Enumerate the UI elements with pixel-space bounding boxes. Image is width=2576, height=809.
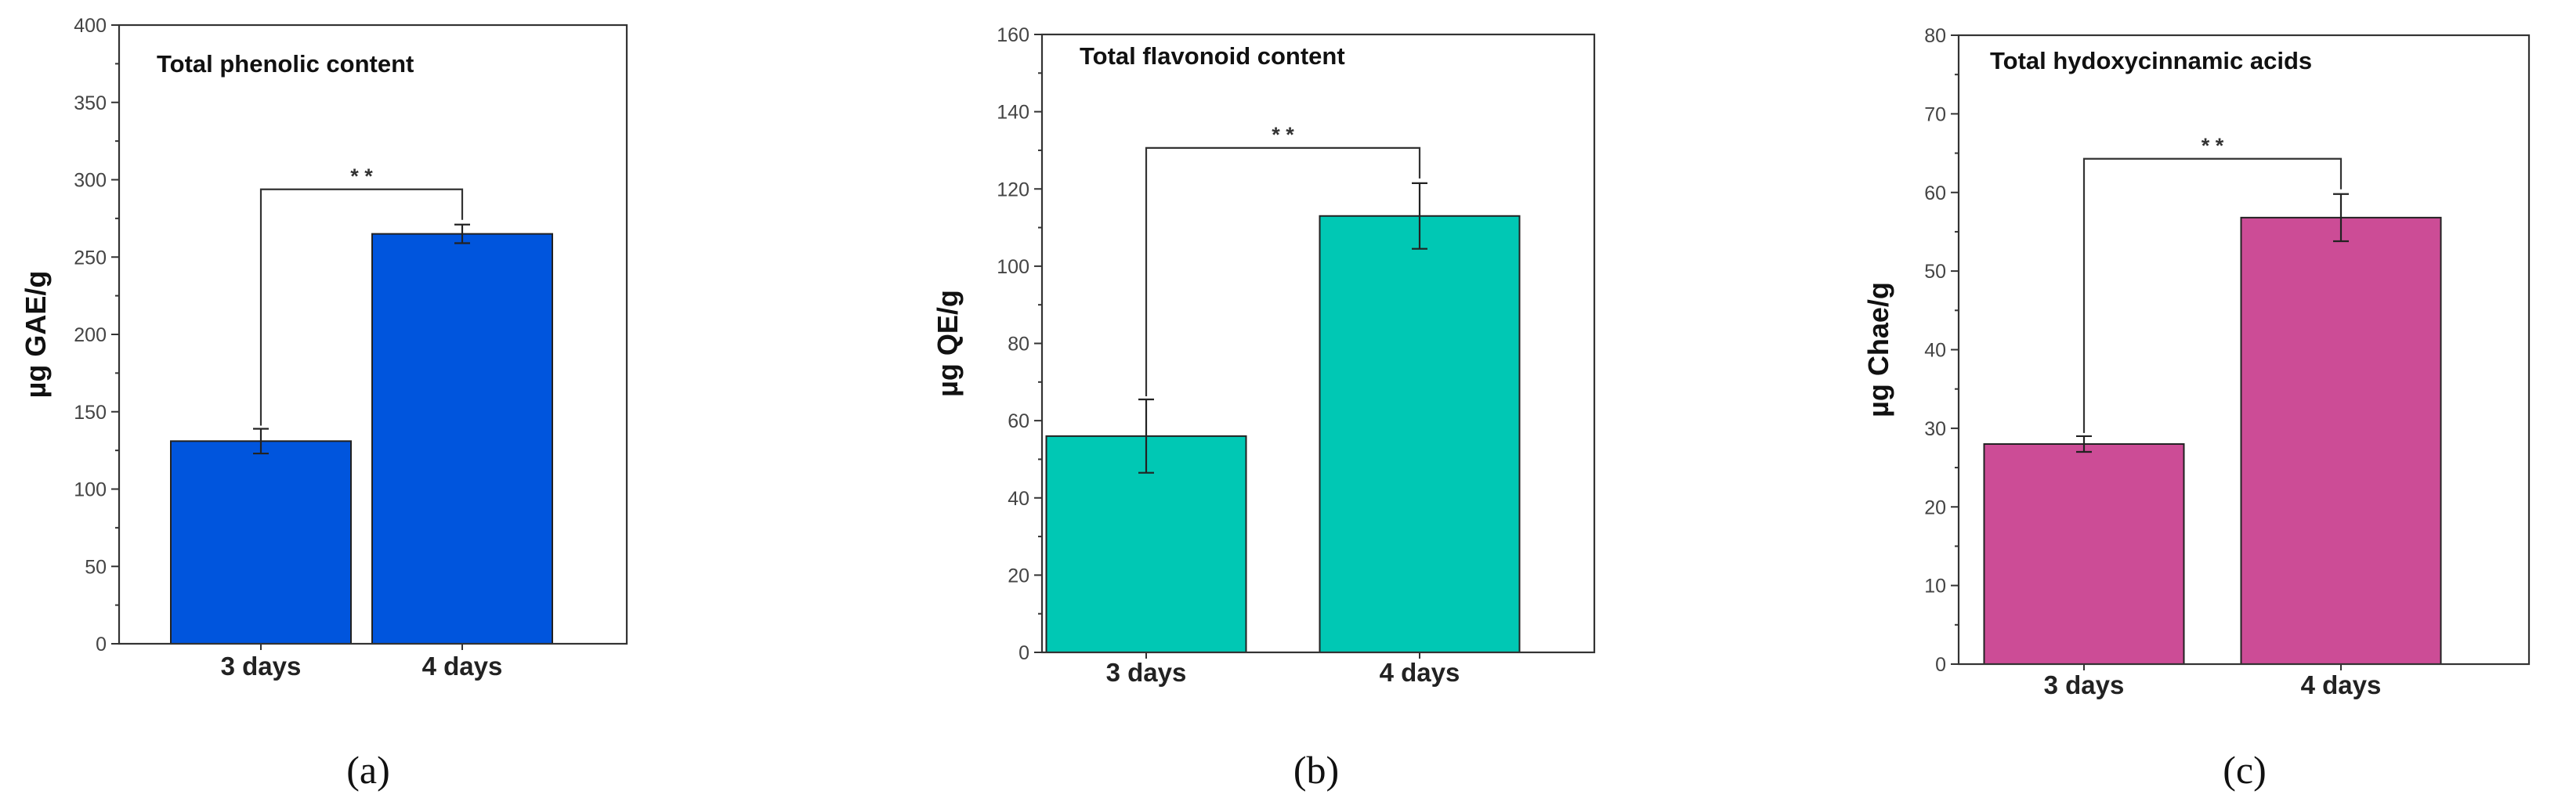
y-tick-label: 70 [1924, 103, 1946, 125]
y-tick-label: 50 [85, 556, 107, 578]
y-tick-label: 60 [1924, 182, 1946, 204]
panel-label: (a) [346, 748, 390, 792]
chart-panel-3: * * 0 10 20 30 40 50 60 70 80 3 days 4 days Total hy… [1862, 25, 2531, 792]
chart-title: Total hydoxycinnamic acids [1990, 47, 2312, 74]
y-tick-label: 0 [1935, 654, 1946, 676]
x-tick-label: 3 days [2044, 670, 2125, 699]
chart-panel-1: * * 0 50 100 150 200 250 300 350 400 3 days 4 days T… [20, 15, 628, 792]
y-tick-label: 0 [1018, 642, 1029, 664]
y-tick-label: 40 [1924, 340, 1946, 362]
y-tick-label: 250 [74, 247, 107, 269]
y-axis-label: µg GAE/g [20, 271, 52, 399]
error-bar [454, 223, 470, 244]
x-tick-label: 4 days [1380, 658, 1460, 687]
y-axis-label: µg QE/g [932, 290, 964, 397]
significance-bracket [2082, 157, 2343, 433]
panel-label: (b) [1293, 748, 1339, 792]
bar-3-days [1983, 442, 2185, 665]
bar-4-days [2240, 216, 2442, 665]
bar-4-days [1319, 215, 1521, 653]
bar-4-days [371, 233, 553, 645]
significance-label: * * [1272, 123, 1294, 146]
y-tick-label: 200 [74, 324, 107, 346]
bar-3-days [170, 440, 352, 645]
y-tick-label: 0 [96, 634, 107, 656]
x-tick-label: 4 days [422, 652, 503, 681]
y-tick-label: 50 [1924, 261, 1946, 283]
y-tick-label: 20 [1924, 497, 1946, 518]
y-tick-label: 350 [74, 92, 107, 114]
significance-label: * * [2202, 134, 2224, 157]
y-tick-label: 100 [997, 256, 1029, 278]
y-tick-label: 10 [1924, 576, 1946, 598]
x-tick-label: 4 days [2301, 670, 2382, 699]
error-bar [1412, 182, 1427, 250]
y-tick-label: 140 [997, 102, 1029, 124]
y-tick-label: 150 [74, 402, 107, 424]
y-tick-label: 20 [1008, 565, 1029, 587]
chart-title: Total flavonoid content [1080, 42, 1345, 70]
y-tick-label: 160 [997, 24, 1029, 46]
error-bar [2333, 193, 2349, 243]
error-bar [2076, 435, 2092, 453]
y-axis-label: µg Chae/g [1862, 282, 1894, 417]
significance-bracket [1145, 146, 1421, 397]
error-bar [1138, 398, 1154, 474]
significance-label: * * [350, 164, 373, 188]
y-tick-label: 400 [74, 15, 107, 37]
x-tick-label: 3 days [1106, 658, 1187, 687]
y-tick-label: 80 [1924, 25, 1946, 47]
chart-title: Total phenolic content [157, 50, 414, 78]
chart-panel-2: * * 0 20 40 60 80 100 120 140 160 3 days 4 days Tota… [932, 24, 1596, 792]
significance-bracket [259, 188, 464, 426]
y-tick-label: 120 [997, 179, 1029, 200]
error-bar [253, 428, 269, 455]
y-tick-label: 300 [74, 170, 107, 192]
panel-label: (c) [2223, 748, 2267, 792]
y-tick-label: 40 [1008, 488, 1029, 510]
y-tick-label: 60 [1008, 410, 1029, 432]
y-tick-label: 80 [1008, 334, 1029, 356]
x-tick-label: 3 days [221, 652, 302, 681]
y-tick-label: 100 [74, 479, 107, 501]
y-tick-label: 30 [1924, 418, 1946, 440]
